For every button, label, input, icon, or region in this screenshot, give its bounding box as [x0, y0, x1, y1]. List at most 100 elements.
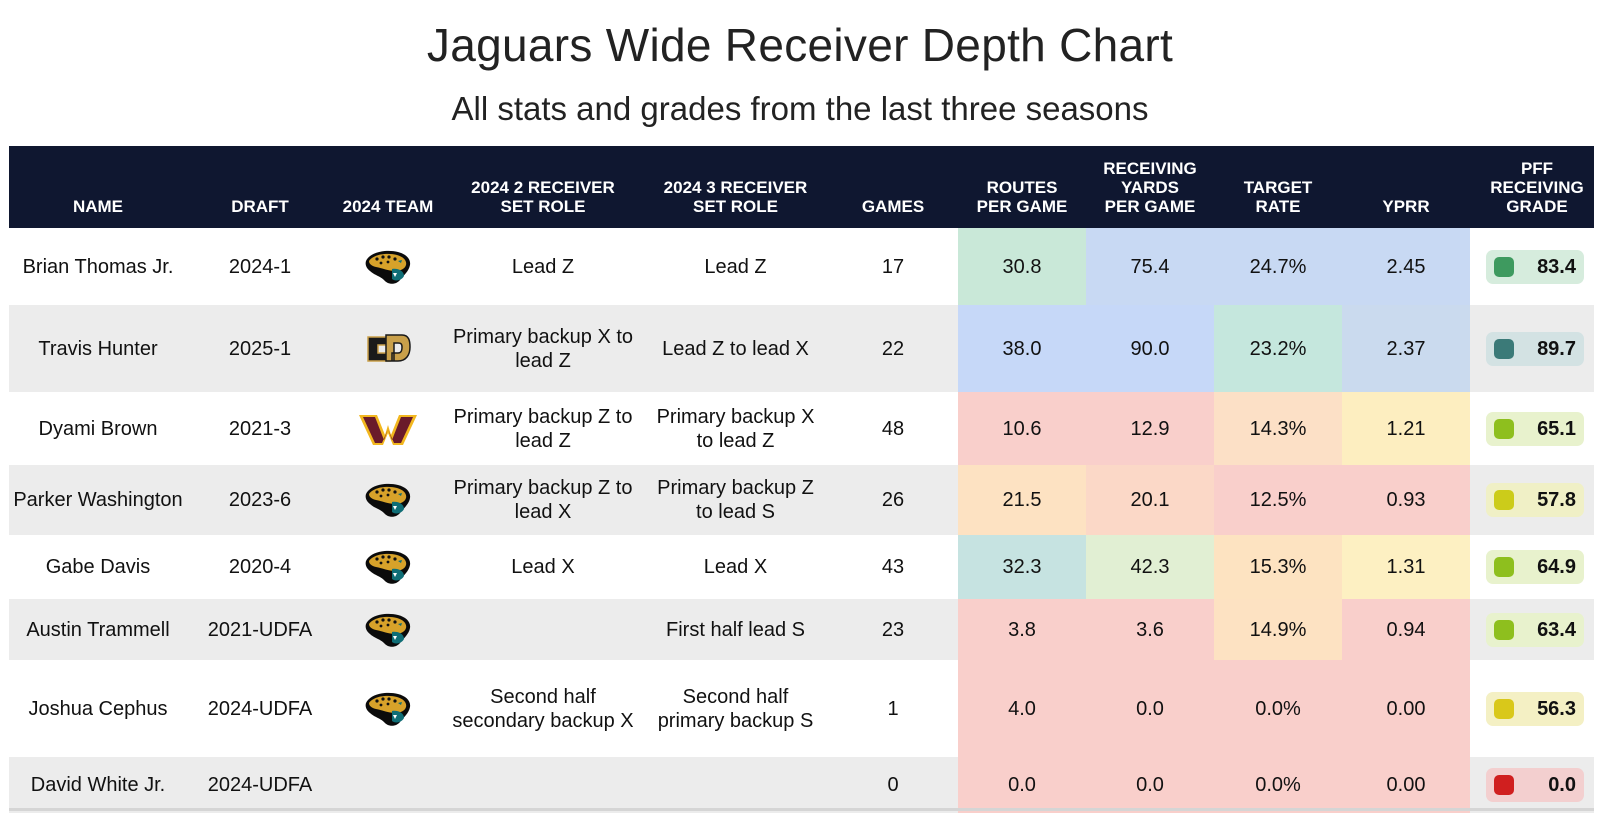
yards-value: 75.4 [1086, 228, 1214, 305]
jaguars-logo-icon [362, 689, 414, 729]
player-name: David White Jr. [30, 774, 166, 796]
jaguars-logo-icon [362, 610, 414, 650]
grade-value: 83.4 [1537, 255, 1576, 278]
draft-value: 2024-UDFA [207, 697, 313, 720]
grade-badge: 65.1 [1486, 411, 1584, 446]
table-row: Brian Thomas Jr. 2024-1 Lead Z Lead Z 17 30.… [9, 228, 1594, 305]
yards-value: 90.0 [1086, 305, 1214, 392]
grade-value: 0.0 [1548, 774, 1576, 796]
target-rate-value: 14.9% [1214, 599, 1342, 660]
grade-value: 57.8 [1537, 489, 1576, 511]
team-cell [333, 392, 443, 465]
team-cell [333, 599, 443, 660]
team-cell [333, 305, 443, 392]
draft-value: 2024-1 [228, 255, 292, 278]
routes-value: 38.0 [958, 305, 1086, 392]
header-yprr: YPRR [1382, 197, 1430, 216]
table-row: David White Jr. 2024-UDFA 0 0.0 0.0 0.0% 0.00 0… [9, 757, 1594, 813]
table-body: Brian Thomas Jr. 2024-1 Lead Z Lead Z 17 30.… [9, 228, 1594, 813]
header-draft: DRAFT [231, 197, 289, 216]
header-grade: PFF RECEIVING GRADE [1490, 159, 1584, 216]
table-row: Parker Washington 2023-6 Primary backup Z… [9, 465, 1594, 535]
team-cell [333, 660, 443, 757]
role3-value: Lead Z to lead X [662, 337, 809, 360]
draft-value: 2021-UDFA [207, 618, 313, 641]
role3-value: Lead X [703, 556, 768, 578]
grade-color-swatch-icon [1494, 619, 1514, 640]
role3-value: Second half primary backup S [657, 685, 814, 732]
role2-value [443, 757, 643, 813]
header-games: GAMES [861, 197, 925, 216]
page-title: Jaguars Wide Receiver Depth Chart [426, 19, 1174, 71]
yards-value: 0.0 [1086, 757, 1214, 813]
yprr-value: 1.21 [1342, 392, 1470, 465]
target-rate-value: 14.3% [1214, 392, 1342, 465]
header-name: NAME [72, 197, 124, 216]
role3-value: Primary backup Z to lead S [657, 477, 814, 523]
yprr-value: 2.45 [1342, 228, 1470, 305]
draft-value: 2021-3 [228, 417, 292, 440]
grade-color-swatch-icon [1494, 256, 1514, 277]
grade-badge: 57.8 [1486, 483, 1584, 517]
routes-value: 4.0 [958, 660, 1086, 757]
table-row: Dyami Brown 2021-3 Primary backup Z to le… [9, 392, 1594, 465]
header-target-rate: TARGET RATE [1243, 178, 1313, 216]
target-rate-value: 0.0% [1214, 757, 1342, 813]
role2-value: Lead X [511, 556, 575, 578]
grade-cell: 63.4 [1470, 599, 1594, 660]
player-name: Gabe Davis [45, 556, 151, 578]
yprr-value: 0.00 [1342, 660, 1470, 757]
games-value: 48 [881, 417, 905, 440]
commanders-logo-icon [357, 409, 419, 449]
jaguars-logo-icon [362, 547, 414, 587]
routes-value: 0.0 [958, 757, 1086, 813]
target-rate-value: 24.7% [1214, 228, 1342, 305]
draft-value: 2023-6 [228, 489, 292, 511]
table-bottom-border [9, 808, 1594, 811]
table-row: Austin Trammell 2021-UDFA First half lead… [9, 599, 1594, 660]
player-name: Joshua Cephus [28, 697, 168, 720]
header-role3: 2024 3 RECEIVER SET ROLE [663, 178, 808, 216]
team-cell [333, 535, 443, 599]
player-name: Parker Washington [13, 489, 183, 511]
team-cell [333, 465, 443, 535]
grade-cell: 64.9 [1470, 535, 1594, 599]
player-name: Dyami Brown [38, 417, 158, 440]
yards-value: 12.9 [1086, 392, 1214, 465]
grade-value: 89.7 [1537, 337, 1576, 360]
grade-value: 65.1 [1537, 417, 1576, 440]
table-row: Joshua Cephus 2024-UDFA Second half secon… [9, 660, 1594, 757]
header-role2: 2024 2 RECEIVER SET ROLE [471, 178, 615, 216]
yards-value: 42.3 [1086, 535, 1214, 599]
grade-badge: 83.4 [1486, 249, 1584, 284]
colorado-buffaloes-logo-icon [362, 329, 414, 369]
grade-cell: 89.7 [1470, 305, 1594, 392]
grade-cell: 56.3 [1470, 660, 1594, 757]
target-rate-value: 15.3% [1214, 535, 1342, 599]
role2-value: Primary backup X to lead Z [452, 325, 634, 372]
jaguars-logo-icon [362, 480, 414, 520]
games-value: 43 [881, 556, 905, 578]
table-row: Gabe Davis 2020-4 Lead X Lead X 43 32.3 42.3 1… [9, 535, 1594, 599]
grade-color-swatch-icon [1494, 557, 1514, 577]
draft-value: 2025-1 [228, 337, 292, 360]
grade-color-swatch-icon [1494, 338, 1514, 359]
yards-value: 3.6 [1086, 599, 1214, 660]
grade-color-swatch-icon [1494, 490, 1514, 510]
routes-value: 32.3 [958, 535, 1086, 599]
grade-cell: 57.8 [1470, 465, 1594, 535]
games-value: 1 [887, 697, 899, 720]
page-subtitle: All stats and grades from the last three… [451, 90, 1149, 127]
draft-value: 2024-UDFA [207, 774, 313, 796]
role2-value: Primary backup Z to lead Z [453, 405, 633, 452]
player-name: Austin Trammell [26, 618, 170, 641]
target-rate-value: 12.5% [1214, 465, 1342, 535]
grade-value: 63.4 [1537, 618, 1576, 641]
team-cell [333, 757, 443, 813]
header-routes: ROUTES PER GAME [976, 178, 1068, 216]
grade-badge: 0.0 [1486, 768, 1584, 802]
games-value: 17 [881, 255, 905, 278]
yprr-value: 1.31 [1342, 535, 1470, 599]
yprr-value: 2.37 [1342, 305, 1470, 392]
depth-chart-table: NAME DRAFT 2024 TEAM 2024 2 RECEIVER SET… [9, 146, 1594, 813]
